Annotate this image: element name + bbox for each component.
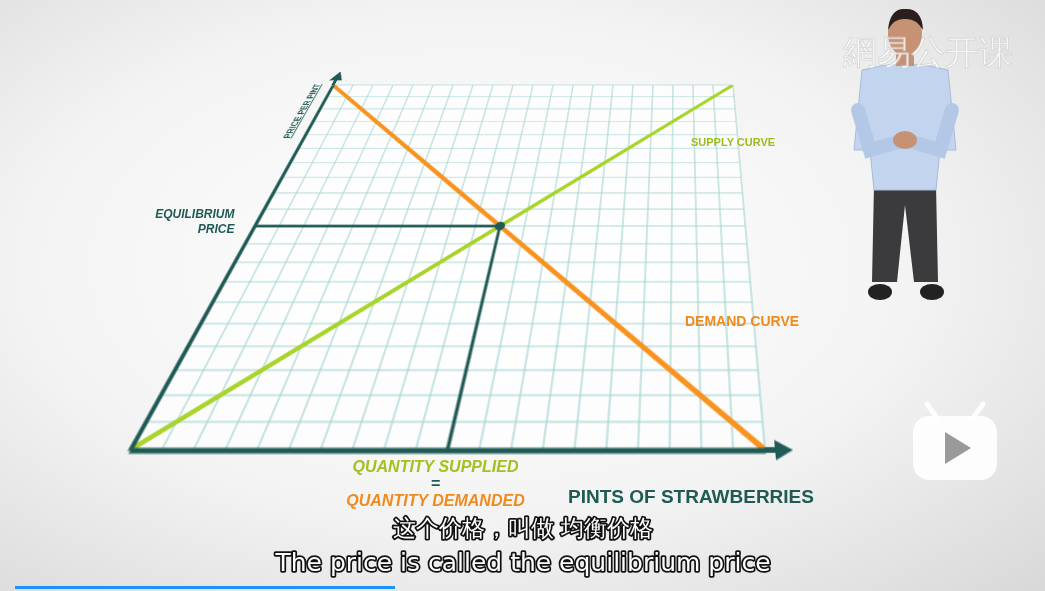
annotation: = [431,475,440,492]
axis-arrowhead [774,440,794,460]
axis-arrowhead [329,72,347,81]
presenter-hands [893,131,917,149]
equilibrium-quantity-line [447,226,499,283]
play-icon-antenna [927,404,983,418]
equilibrium-point [494,222,506,231]
play-icon-triangle [945,432,971,464]
equilibrium-price-line [255,225,500,227]
plot-plane: PRICE PER PINT [130,85,765,450]
grid-line [282,177,742,178]
presenter-shoe [920,284,944,300]
grid-line [290,162,740,163]
watermark: 網易公开课 [842,32,1013,72]
play-icon-body [913,416,997,480]
series-line [130,85,733,283]
axis-title: PRICE PER PINT [281,84,323,139]
axis-title: PINTS OF STRAWBERRIES [568,486,814,507]
annotation: EQUILIBRIUM PRICE [155,207,235,236]
annotation: QUANTITY DEMANDED [346,492,525,509]
annotation: QUANTITY SUPPLIED [353,458,519,475]
series-label: SUPPLY CURVE [691,136,775,148]
grid-line [273,192,742,193]
grid-line [264,209,744,210]
progress-bar [15,586,395,589]
grid-line [298,148,739,149]
axis-line [130,85,333,450]
grid-line [320,108,735,109]
data-area [130,85,733,283]
series-label: DEMAND CURVE [685,313,799,329]
axis-arrow [130,79,778,450]
grid [130,85,765,450]
presenter-hair [888,9,923,30]
play-icon [913,404,997,480]
presenter-shoe [868,284,892,300]
grid-line [305,134,737,135]
subtitle: The price is called the equilibrium pric… [274,548,770,577]
subtitle: 这个价格，叫做 均衡价格 [393,515,653,541]
presenter-shirt [854,64,956,190]
presenter-legs [872,185,938,282]
series-line [130,85,733,283]
presenter-arms [858,110,952,150]
grid-line [333,85,733,86]
presenter [854,9,956,300]
axis [130,449,765,451]
axis [130,85,334,450]
axis-line [130,449,765,452]
plot-background [130,85,765,450]
grid-line [326,96,734,97]
chart: PRICE PER PINT [130,85,765,450]
grid-line [130,449,765,450]
overlay: EQUILIBRIUM PRICE SUPPLY CURVE DEMAND CURV… [0,0,1045,591]
